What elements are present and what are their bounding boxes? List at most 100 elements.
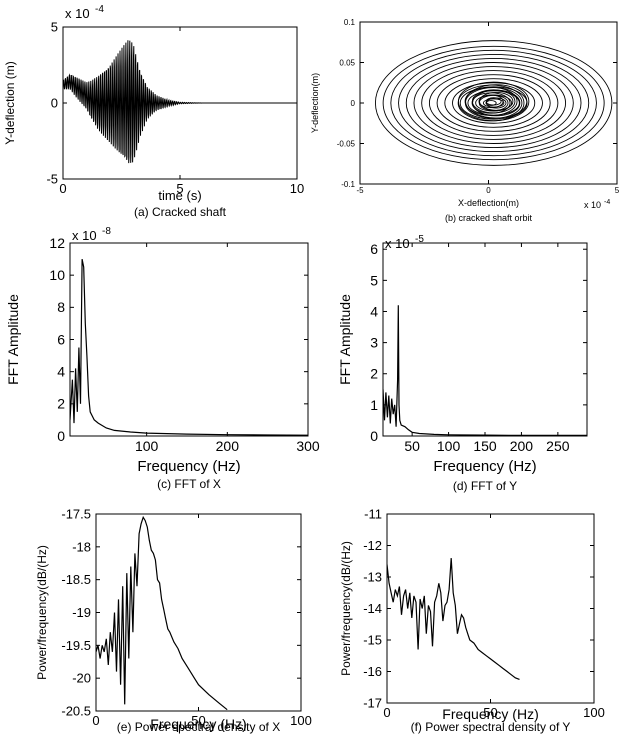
series-group (387, 558, 520, 680)
orbit-loop (479, 92, 514, 111)
y-tick-label: 4 (370, 303, 378, 319)
y-tick-label: 1 (370, 397, 378, 413)
y-tick-label: -20 (72, 671, 91, 686)
chart-e: 0 50 100 -20.5 -20 -19.5 -19 -18.5 -18 -17.5 Frequ… (35, 507, 312, 734)
orbit-loop (398, 53, 590, 153)
y-tick-label: 0 (370, 428, 378, 444)
y-axis-label: FFT Amplitude (5, 294, 21, 385)
axis-exponent-power: -4 (604, 199, 610, 206)
x-axis-label: X-deflection(m) (458, 198, 519, 208)
y-tick-label: -19.5 (61, 638, 91, 653)
y-tick-label: 0 (51, 96, 58, 111)
y-tick-label: 2 (370, 366, 378, 382)
panel-caption: (f) Power spectral density of Y (411, 720, 571, 734)
y-tick-label: 6 (370, 241, 378, 257)
x-tick-label: 300 (296, 438, 320, 454)
x-axis-label: Frequency (Hz) (150, 716, 246, 732)
axis-exponent-label: x 10 (385, 236, 410, 251)
y-tick-label: -16 (363, 664, 382, 679)
y-tick-label: -14 (363, 601, 382, 616)
x-tick-label: 250 (546, 438, 570, 454)
series-line (387, 558, 520, 680)
y-axis-label: FFT Amplitude (337, 294, 353, 385)
x-tick-label: 100 (583, 705, 605, 720)
series-line (63, 40, 297, 164)
series-group (70, 258, 308, 436)
y-tick-label: -18.5 (61, 572, 91, 587)
y-tick-label: -0.1 (341, 180, 355, 189)
series-line (383, 305, 587, 436)
panel-caption: (b) cracked shaft orbit (445, 213, 533, 223)
plot-frame (386, 513, 595, 704)
y-tick-label: 6 (57, 331, 65, 347)
x-tick-label: 100 (290, 713, 312, 728)
orbit-loop (472, 89, 521, 117)
y-tick-label: -18 (72, 539, 91, 554)
x-axis-label: Frequency (Hz) (433, 458, 536, 475)
x-tick-label: 150 (473, 438, 497, 454)
x-tick-label: -5 (356, 186, 364, 195)
chart-d: 50 100 150 200 250 0 1 2 3 4 5 6 x 10 -5 Frequency (Hz… (337, 234, 588, 493)
y-tick-label: 5 (51, 20, 58, 35)
y-axis-label: Y-deflection (m) (3, 61, 17, 145)
x-tick-label: 50 (191, 713, 205, 728)
x-tick-label: 0 (92, 713, 99, 728)
y-tick-label: 8 (57, 299, 65, 315)
panel-caption: (c) FFT of X (157, 477, 221, 491)
series-group (96, 515, 228, 711)
orbit-loop (413, 62, 574, 144)
chart-b: -5 0 5 -0.1 -0.05 0 0.05 0.1 x 10 -4 X-deflection(… (310, 18, 620, 223)
panel-caption: (e) Power spectral density of X (117, 720, 280, 734)
y-tick-label: -20.5 (61, 704, 91, 719)
y-axis-label: Y-deflection(m) (310, 73, 320, 133)
y-tick-label: 0.1 (344, 18, 356, 27)
y-tick-label: 10 (49, 267, 65, 283)
y-tick-label: 0.05 (339, 58, 355, 67)
series-group (63, 40, 297, 164)
orbit-loop (452, 82, 536, 124)
y-tick-label: 5 (370, 272, 378, 288)
y-tick-label: -17.5 (61, 507, 91, 522)
y-tick-label: -17 (363, 696, 382, 711)
orbit-loop (428, 70, 559, 136)
axis-exponent-label: x 10 (72, 228, 97, 243)
y-tick-label: 3 (370, 335, 378, 351)
orbit-loop (382, 45, 605, 161)
y-tick-label: 12 (49, 235, 65, 251)
orbit-loop (421, 66, 567, 140)
y-tick-label: -13 (363, 570, 382, 585)
x-axis-label: Frequency (Hz) (137, 458, 240, 475)
orbit-loop (457, 81, 530, 122)
y-tick-label: -11 (364, 507, 382, 522)
x-tick-label: 0 (383, 705, 390, 720)
chart-f: 0 50 100 -17 -16 -15 -14 -13 -12 -11 Frequency (Hz… (339, 507, 605, 734)
plot-frame (382, 242, 588, 437)
panel-caption: (a) Cracked shaft (134, 205, 227, 219)
x-tick-label: 200 (510, 438, 534, 454)
y-tick-label: 4 (57, 364, 65, 380)
series-line (96, 515, 228, 711)
axis-exponent-label: x 10 (584, 200, 601, 210)
orbit-loop (374, 40, 613, 166)
y-axis-label: Power/frequency(dB/(Hz) (339, 541, 353, 676)
panel-caption: (d) FFT of Y (453, 479, 517, 493)
x-tick-label: 5 (615, 186, 620, 195)
series-group (383, 305, 587, 436)
axis-exponent-label: x 10 (65, 6, 90, 21)
axis-exponent-power: -4 (95, 4, 104, 15)
y-tick-label: -0.05 (337, 139, 356, 148)
orbit-loop (485, 100, 497, 106)
orbit-loop (436, 74, 551, 132)
orbit-loop (444, 78, 543, 128)
x-tick-label: 50 (404, 438, 420, 454)
plot-frame (69, 242, 309, 437)
x-tick-label: 100 (437, 438, 461, 454)
axis-exponent-power: -8 (102, 226, 111, 237)
x-axis-label: Frequency (Hz) (442, 706, 538, 722)
y-tick-label: -19 (72, 605, 91, 620)
x-tick-label: 0 (486, 186, 491, 195)
series-group (374, 40, 613, 166)
chart-c: 100 200 300 0 2 4 6 8 10 12 x 10 -8 Frequency (Hz) FF… (5, 226, 320, 491)
y-tick-label: 2 (57, 396, 65, 412)
